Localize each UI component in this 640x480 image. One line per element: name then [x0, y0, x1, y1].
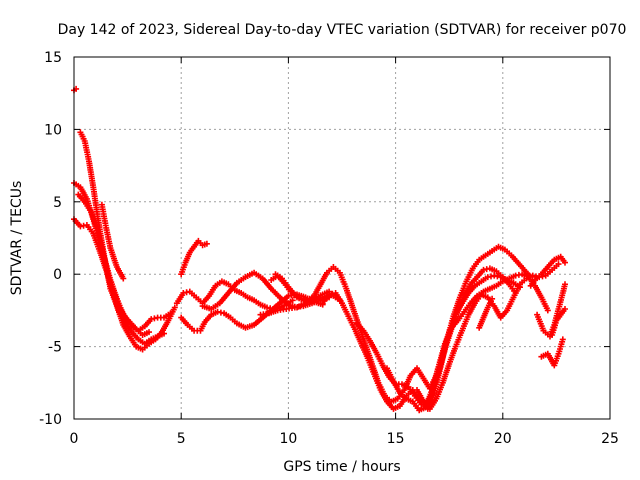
x-tick-label: 5: [177, 431, 186, 447]
data-point: [161, 330, 167, 337]
series-track-19: [527, 253, 568, 289]
data-point: [214, 308, 221, 315]
y-tick-label: -5: [48, 340, 62, 356]
y-tick-label: -10: [39, 412, 62, 428]
series-track-18: [476, 295, 496, 331]
x-tick-label: 10: [279, 431, 297, 447]
plot-frame: [73, 56, 611, 420]
y-tick-label: 5: [53, 195, 62, 211]
data-point: [562, 281, 568, 288]
data-point: [289, 297, 296, 304]
series-track-21: [538, 336, 566, 369]
x-tick-label: 15: [387, 431, 405, 447]
series-track-10: [199, 269, 343, 312]
series-track-1: [71, 85, 80, 94]
series-track-6: [98, 201, 127, 282]
y-axis-label: SDTVAR / TECUs: [9, 181, 25, 296]
y-tick-label: 10: [44, 122, 62, 138]
data-point: [489, 295, 496, 302]
x-axis-label: GPS time / hours: [283, 459, 400, 475]
series-track-5: [75, 191, 152, 338]
data-point: [562, 306, 568, 312]
x-tick-label: 20: [494, 431, 512, 447]
data-point: [562, 259, 568, 266]
series-track-17: [414, 261, 562, 412]
series-track-12: [257, 294, 333, 318]
data-point: [544, 307, 551, 314]
data-point: [146, 329, 152, 336]
grid: [74, 57, 610, 419]
data-points: [71, 85, 568, 414]
series-track-4: [71, 216, 167, 347]
data-point: [167, 310, 174, 317]
data-point: [559, 336, 566, 343]
data-point: [203, 240, 210, 247]
data-point: [120, 275, 127, 282]
data-point: [555, 261, 562, 268]
y-tick-label: 15: [44, 50, 62, 66]
chart-title: Day 142 of 2023, Sidereal Day-to-day VTE…: [58, 22, 627, 38]
x-tick-label: 0: [70, 431, 79, 447]
series-track-7: [178, 237, 210, 278]
series-track-22: [549, 306, 568, 338]
data-point: [171, 304, 178, 311]
x-tick-label: 25: [601, 431, 619, 447]
axis-ticks: 0 5 10 15 20 25 -10 -5 0 5 10 15: [39, 50, 619, 447]
y-tick-label: 0: [53, 267, 62, 283]
